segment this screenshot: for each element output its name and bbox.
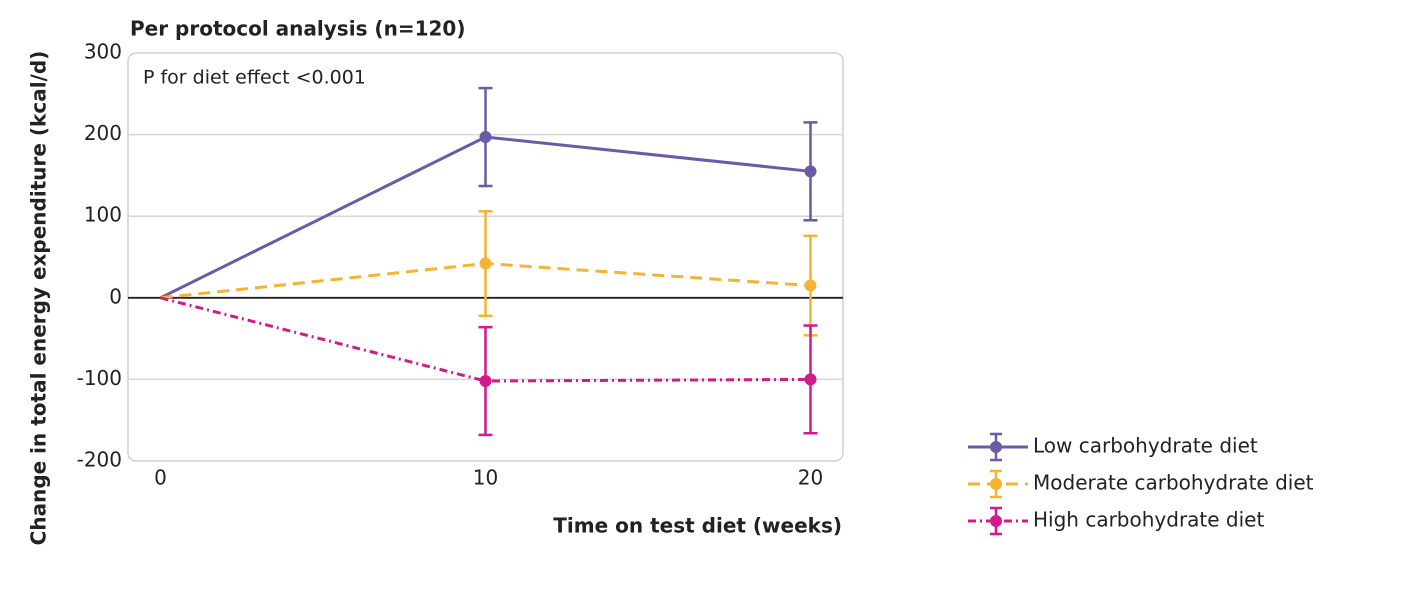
x-tick-label: 20 bbox=[798, 466, 823, 490]
x-axis-label: Time on test diet (weeks) bbox=[553, 514, 842, 538]
annotation: P for diet effect <0.001 bbox=[143, 67, 366, 89]
point bbox=[479, 257, 492, 270]
legend-label: Moderate carbohydrate diet bbox=[1033, 471, 1314, 495]
point bbox=[804, 279, 817, 292]
point bbox=[479, 131, 492, 144]
series-line bbox=[160, 296, 811, 383]
plot-frame bbox=[127, 52, 844, 462]
legend-marker bbox=[990, 478, 1002, 490]
y-tick-label: -200 bbox=[77, 448, 122, 472]
legend-marker bbox=[990, 515, 1002, 527]
y-axis-label: Change in total energy expenditure (kcal… bbox=[27, 51, 51, 546]
legend-marker bbox=[990, 441, 1002, 453]
point bbox=[804, 373, 817, 386]
y-tick-label: 300 bbox=[84, 40, 122, 64]
point bbox=[804, 165, 817, 178]
x-tick-label: 10 bbox=[473, 466, 498, 490]
y-tick-label: 0 bbox=[109, 284, 122, 308]
x-tick-label: 0 bbox=[154, 466, 167, 490]
legend-label: High carbohydrate diet bbox=[1033, 508, 1264, 532]
legend-label: Low carbohydrate diet bbox=[1033, 434, 1258, 458]
y-tick-label: 200 bbox=[84, 121, 122, 145]
y-tick-label: -100 bbox=[77, 366, 122, 390]
chart-title: Per protocol analysis (n=120) bbox=[130, 17, 465, 41]
point bbox=[479, 375, 492, 388]
y-tick-label: 100 bbox=[84, 203, 122, 227]
